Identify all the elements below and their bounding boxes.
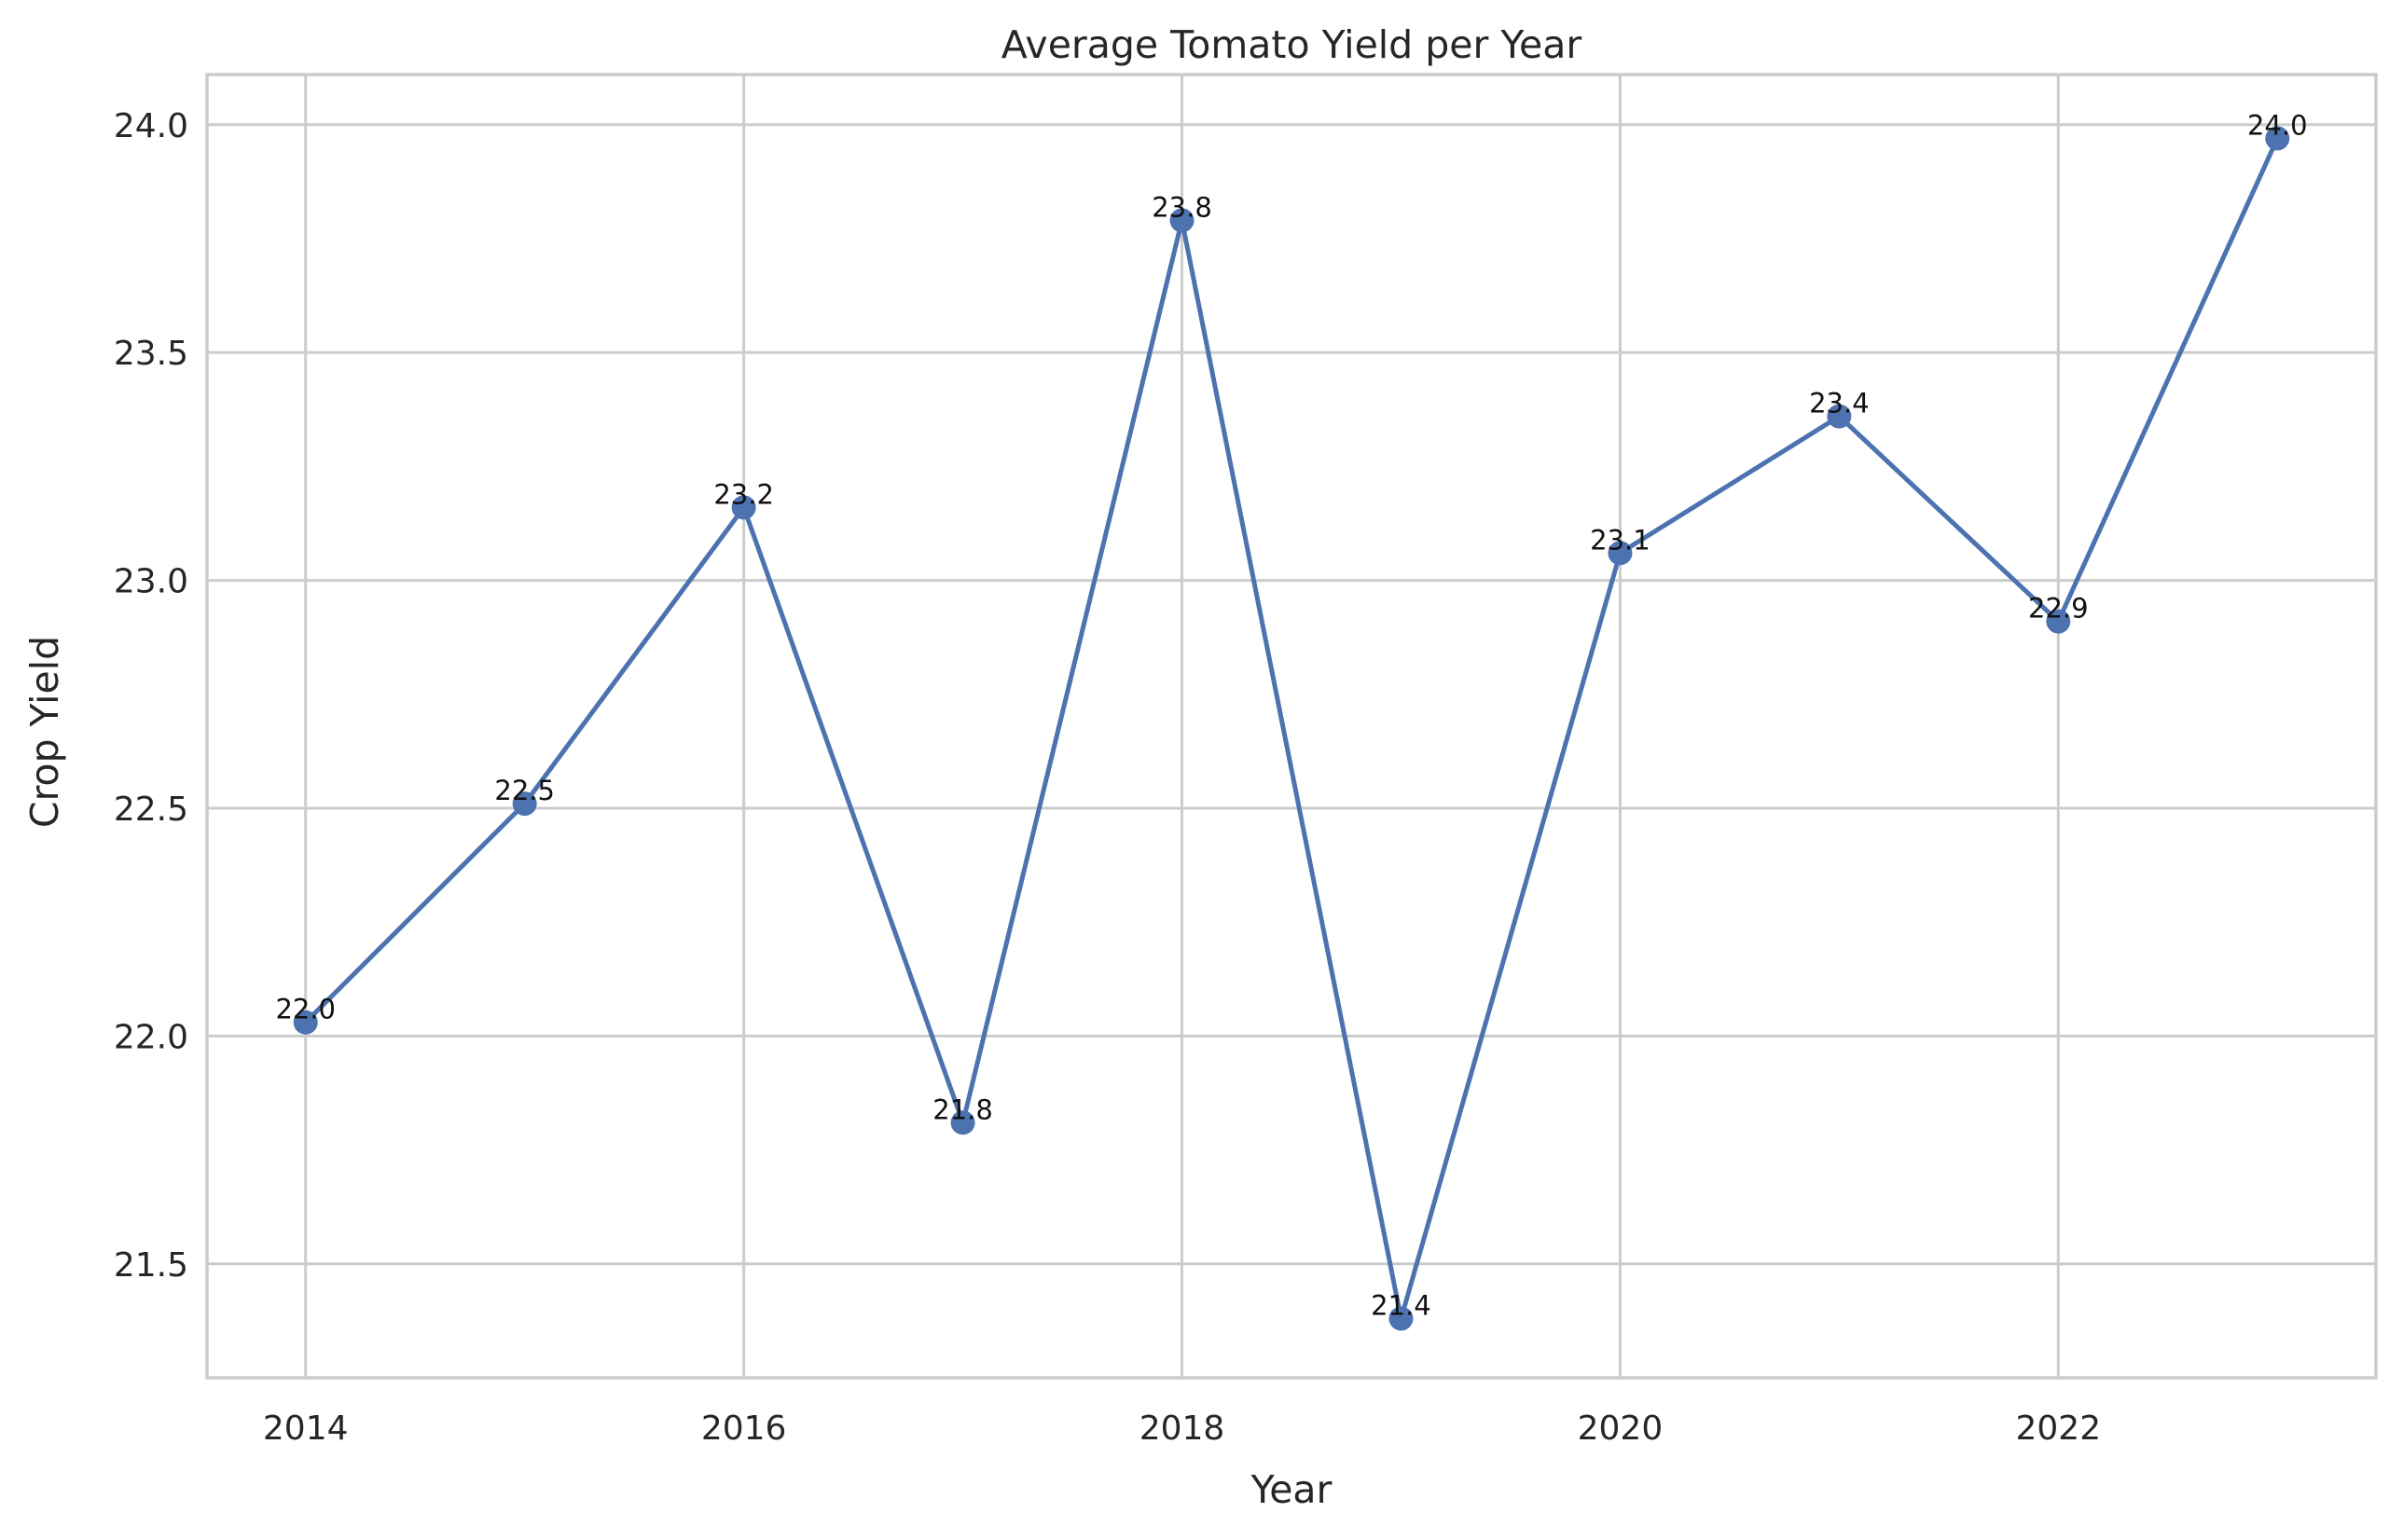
data-point <box>950 1110 975 1135</box>
data-label: 21.8 <box>932 1093 993 1125</box>
y-axis-label: Crop Yield <box>22 636 67 828</box>
y-tick-label: 23.5 <box>114 335 188 373</box>
data-points <box>293 126 2290 1331</box>
data-label: 23.4 <box>1809 388 1870 419</box>
data-point <box>2046 609 2071 634</box>
y-tick-label: 21.5 <box>114 1246 188 1285</box>
x-tick-label: 2022 <box>2016 1409 2102 1448</box>
data-label: 24.0 <box>2247 109 2308 141</box>
data-label: 23.1 <box>1590 524 1650 556</box>
data-label: 22.9 <box>2028 593 2089 625</box>
x-axis-label: Year <box>1250 1467 1333 1512</box>
series-line <box>303 135 2280 1321</box>
axes-frame <box>205 73 2378 1380</box>
data-label: 21.4 <box>1371 1289 1431 1321</box>
data-label: 23.2 <box>713 478 774 510</box>
chart-title: Average Tomato Yield per Year <box>1001 22 1582 67</box>
data-point <box>731 495 756 520</box>
series-line-group <box>303 135 2280 1321</box>
data-point <box>1827 404 1852 429</box>
plot-area-border <box>205 73 2378 1380</box>
data-point <box>512 791 537 817</box>
x-tick-label: 2014 <box>263 1409 349 1448</box>
x-tick-label: 2020 <box>1578 1409 1664 1448</box>
data-point <box>1608 541 1633 566</box>
data-labels: 22.0 22.5 23.2 21.8 23.8 21.4 23.1 23.4 22.9 24.0 <box>275 109 2307 1321</box>
y-tick-label: 24.0 <box>114 107 188 145</box>
data-label: 22.0 <box>275 994 336 1025</box>
y-tick-label: 22.0 <box>114 1018 188 1056</box>
data-label: 23.8 <box>1152 191 1212 223</box>
y-tick-label: 22.5 <box>114 791 188 829</box>
tick-labels: 2014 2016 2018 2020 2022 21.5 22.0 22.5 23.0 23.5… <box>114 107 2101 1448</box>
data-label: 22.5 <box>494 775 555 806</box>
data-point <box>2265 126 2290 151</box>
x-tick-label: 2018 <box>1139 1409 1225 1448</box>
data-point <box>1169 208 1195 233</box>
data-point <box>293 1010 318 1035</box>
data-point <box>1388 1306 1414 1331</box>
y-tick-label: 23.0 <box>114 563 188 601</box>
x-tick-label: 2016 <box>701 1409 787 1448</box>
